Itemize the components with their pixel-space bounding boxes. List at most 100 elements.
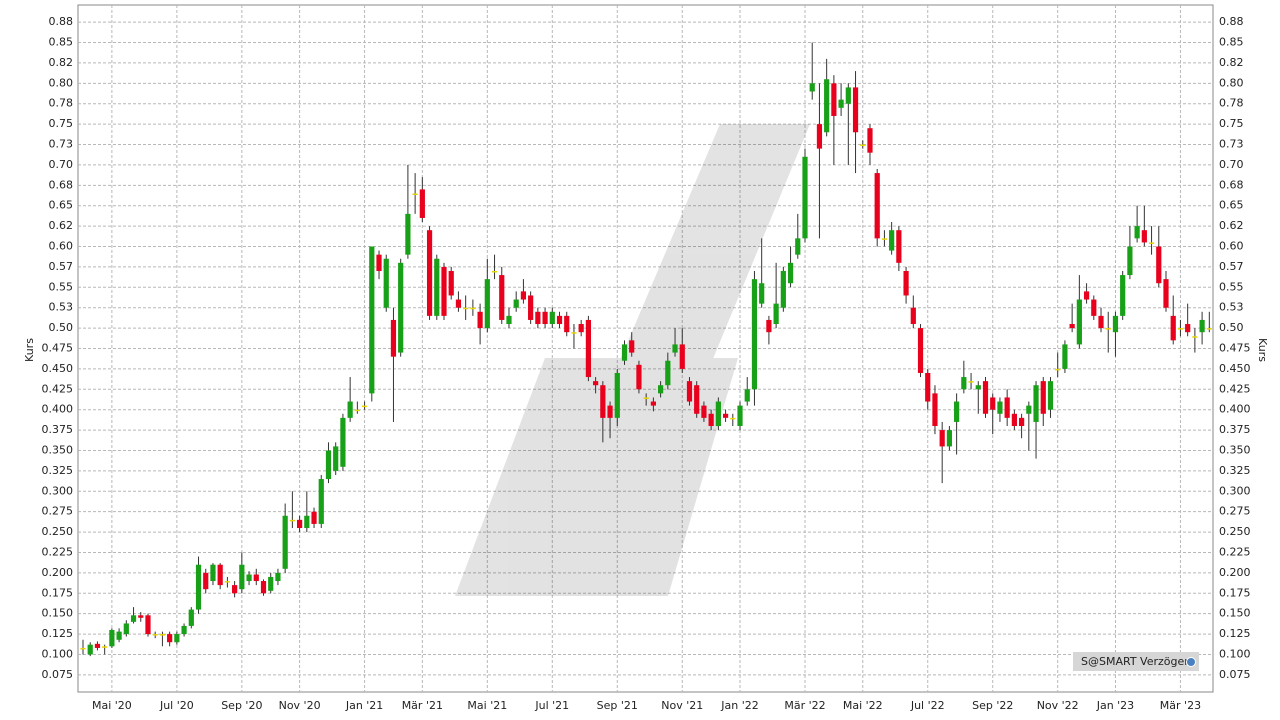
candle-body (600, 385, 606, 418)
candle-body (80, 647, 86, 650)
y-tick-label: 0.450 (42, 362, 74, 375)
candle-body (354, 409, 360, 412)
candle-body (470, 307, 476, 310)
x-tick-label: Sep '20 (221, 699, 262, 712)
candle-body (535, 311, 541, 325)
y-tick-label: 0.125 (42, 627, 74, 640)
candle-body (773, 303, 779, 325)
candle-body (441, 266, 447, 316)
y-tick-label: 0.65 (49, 199, 74, 212)
y-tick-label: 0.53 (49, 301, 74, 314)
candle-body (939, 430, 945, 447)
candle-body (910, 307, 916, 325)
candle-body (159, 634, 166, 636)
y2-tick-label: 0.325 (1219, 464, 1251, 477)
candle-body (1120, 275, 1126, 316)
candle-body (556, 315, 563, 325)
candle-body (809, 83, 815, 92)
y2-tick-label: 0.85 (1219, 36, 1244, 49)
candle-body (780, 270, 786, 308)
x-tick-label: Nov '21 (661, 699, 703, 712)
candle-body (304, 515, 310, 529)
x-tick-label: Jul '22 (910, 699, 945, 712)
y-tick-label: 0.100 (42, 647, 74, 660)
x-tick-label: Mär '22 (784, 699, 825, 712)
y-tick-label: 0.400 (42, 403, 74, 416)
candle-body (759, 283, 765, 304)
watermark-shape (455, 358, 738, 596)
y2-tick-label: 0.275 (1219, 505, 1251, 518)
y-tick-label: 0.57 (49, 260, 74, 273)
candle-body (491, 270, 498, 273)
y2-tick-label: 0.375 (1219, 423, 1251, 436)
y-tick-label: 0.175 (42, 586, 74, 599)
y-tick-label: 0.200 (42, 566, 74, 579)
candle-body (636, 364, 642, 390)
candle-body (860, 144, 866, 147)
candle-body (903, 270, 909, 296)
candle-body (925, 372, 931, 402)
candle-body (737, 405, 743, 427)
y-tick-label: 0.88 (49, 15, 74, 28)
candle-body (730, 417, 736, 420)
y-tick-label: 0.73 (49, 138, 74, 151)
candle-body (484, 279, 490, 329)
candle-body (982, 381, 989, 414)
candle-body (520, 291, 527, 300)
candle-body (975, 385, 981, 390)
candle-body (268, 576, 274, 591)
candle-body (845, 87, 851, 104)
y-tick-label: 0.75 (49, 117, 74, 130)
y2-tick-label: 0.73 (1219, 138, 1244, 151)
y2-tick-label: 0.60 (1219, 240, 1244, 253)
candle-body (145, 615, 151, 635)
y-tick-label: 0.62 (49, 219, 74, 232)
y2-tick-label: 0.400 (1219, 403, 1251, 416)
candle-body (282, 515, 288, 569)
candles (80, 42, 1212, 657)
candle-body (766, 319, 772, 333)
candle-body (195, 564, 202, 610)
candle-body (116, 631, 122, 640)
candle-body (412, 193, 418, 195)
y-tick-label: 0.475 (42, 342, 74, 355)
y2-tick-label: 0.68 (1219, 178, 1244, 191)
grid (78, 5, 1213, 692)
y-tick-label: 0.275 (42, 505, 74, 518)
candle-body (289, 519, 295, 522)
candle-body (1033, 385, 1039, 422)
y2-tick-label: 0.425 (1219, 382, 1251, 395)
y-tick-label: 0.78 (49, 97, 74, 110)
candle-body (167, 634, 173, 643)
candle-body (426, 230, 433, 316)
y2-tick-label: 0.125 (1219, 627, 1251, 640)
badge-icon (1186, 657, 1196, 667)
candle-body (1011, 413, 1017, 427)
candle-body (643, 397, 649, 399)
candle-body (333, 446, 339, 471)
candle-body (297, 519, 303, 529)
candle-body (217, 564, 223, 586)
candle-body (102, 646, 108, 648)
y2-tick-label: 0.300 (1219, 484, 1251, 497)
candle-body (1098, 315, 1104, 329)
candle-body (751, 279, 758, 390)
candle-body (852, 87, 859, 133)
candle-body (130, 615, 137, 622)
axis-labels: 0.075 0.075 0.100 0.100 0.125 0.125 0.150 0.150… (42, 15, 1251, 712)
y2-tick-label: 0.53 (1219, 301, 1244, 314)
candle-body (629, 340, 635, 353)
y2-tick-label: 0.75 (1219, 117, 1244, 130)
y2-tick-label: 0.57 (1219, 260, 1244, 273)
y2-tick-label: 0.55 (1219, 280, 1244, 293)
candle-body (203, 572, 209, 590)
candle-body (896, 230, 902, 263)
y-axis-title: Kurs (23, 338, 36, 362)
candle-body (210, 564, 216, 582)
x-tick-label: Jul '20 (159, 699, 194, 712)
candle-body (463, 307, 469, 310)
candle-body (990, 397, 996, 410)
y-tick-label: 0.250 (42, 525, 74, 538)
y2-tick-label: 0.450 (1219, 362, 1251, 375)
